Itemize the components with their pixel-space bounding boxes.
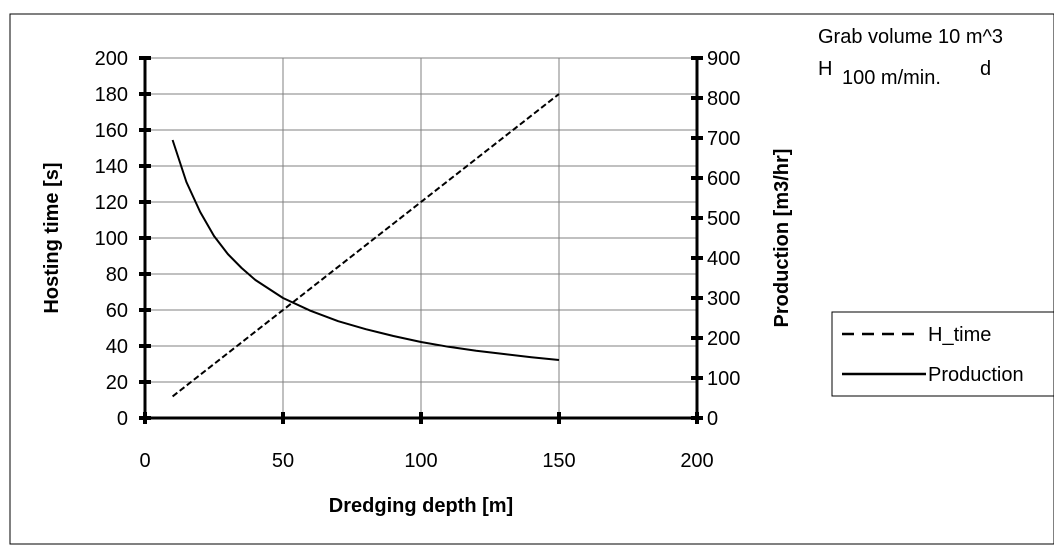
legend: H_time Production (831, 311, 1054, 397)
y2-tick-label: 200 (707, 328, 740, 350)
y2-tick-label: 600 (707, 168, 740, 190)
y2-tick-label: 500 (707, 208, 740, 230)
y2-axis-title: Production [m3/hr] (771, 149, 793, 328)
annotation-d: d (980, 58, 991, 80)
tick-labels: 0 20 40 60 80 100 120 140 160 180 200 0 100 200 300 400… (95, 48, 741, 472)
series-line-production (171, 139, 560, 361)
y2-tick-label: 300 (707, 288, 740, 310)
annotation-grab-volume: Grab volume 10 m^3 (818, 26, 1003, 48)
x-axis-title: Dredging depth [m] (329, 495, 513, 517)
y-tick-label: 40 (106, 336, 128, 358)
x-tick-label: 150 (542, 450, 575, 472)
x-tick-label: 100 (404, 450, 437, 472)
series-line-h-time (171, 93, 560, 398)
y2-tick-label: 800 (707, 88, 740, 110)
y2-tick-label: 100 (707, 368, 740, 390)
y-tick-label: 60 (106, 300, 128, 322)
x-tick-label: 50 (272, 450, 294, 472)
y-tick-label: 180 (95, 84, 128, 106)
y2-tick-label: 400 (707, 248, 740, 270)
y-tick-label: 0 (117, 408, 128, 430)
y-tick-label: 80 (106, 264, 128, 286)
legend-label-h-time: H_time (928, 324, 991, 346)
y2-tick-label: 700 (707, 128, 740, 150)
y-tick-label: 100 (95, 228, 128, 250)
y2-tick-label: 0 (707, 408, 718, 430)
legend-box (831, 311, 1054, 397)
chart-border (9, 13, 1054, 545)
x-tick-label: 200 (680, 450, 713, 472)
annotation-hoist-speed: 100 m/min. (842, 67, 941, 89)
legend-label-production: Production (928, 364, 1024, 386)
y-tick-label: 160 (95, 120, 128, 142)
y-axis-title: Hosting time [s] (41, 162, 63, 313)
x-tick-label: 0 (139, 450, 150, 472)
series-lines (171, 93, 560, 398)
y-tick-label: 120 (95, 192, 128, 214)
annotation-h: H (818, 58, 832, 80)
axes (139, 56, 703, 424)
y2-tick-label: 900 (707, 48, 740, 70)
y-tick-label: 200 (95, 48, 128, 70)
y-tick-label: 140 (95, 156, 128, 178)
y-tick-label: 20 (106, 372, 128, 394)
